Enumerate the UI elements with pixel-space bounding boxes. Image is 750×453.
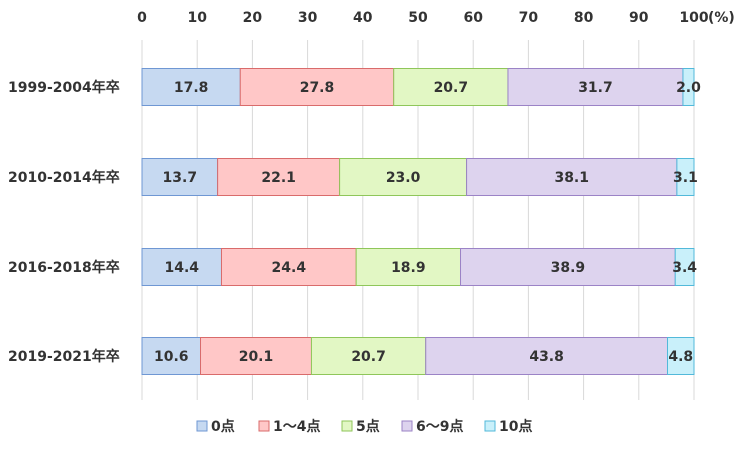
data-label: 20.7: [351, 349, 386, 365]
x-tick-label: 20: [243, 10, 263, 26]
category-labels: 1999-2004年卒 2010-2014年卒 2016-2018年卒 2019-20…: [8, 79, 120, 365]
x-tick-label: 10: [187, 10, 207, 26]
category-label: 1999-2004年卒: [8, 79, 120, 96]
legend-label: 0点: [211, 418, 235, 435]
bar-segment: [667, 337, 695, 375]
legend-label: 5点: [356, 418, 380, 435]
bar-segment: [141, 68, 241, 106]
data-label: 17.8: [174, 80, 209, 96]
data-label: 2.0: [676, 80, 701, 96]
category-label: 2019-2021年卒: [8, 348, 120, 365]
data-label: 14.4: [164, 260, 199, 276]
data-label: 38.1: [554, 170, 589, 186]
x-tick-label: 70: [519, 10, 539, 26]
bar-segment: [507, 68, 684, 106]
data-label: 38.9: [551, 260, 586, 276]
bar-segment: [339, 158, 468, 196]
data-label: 3.4: [672, 260, 697, 276]
bar-segment: [200, 337, 312, 375]
legend-swatch: [341, 420, 353, 432]
data-label: 13.7: [163, 170, 198, 186]
bar-segment: [141, 337, 202, 375]
x-tick-label: 30: [298, 10, 318, 26]
bar-segment: [141, 248, 222, 286]
x-tick-label: 40: [353, 10, 373, 26]
bars: 17.8 27.8 20.7 31.7 2.0 13.7 22.1 23.0 38.1 3.1 14…: [141, 68, 701, 375]
legend-label: 1～4点: [273, 418, 320, 435]
bar-segment: [220, 248, 357, 286]
bar-segment: [239, 68, 395, 106]
legend-swatch: [401, 420, 413, 432]
data-label: 43.8: [529, 349, 564, 365]
data-label: 20.1: [239, 349, 274, 365]
data-label: 24.4: [272, 260, 307, 276]
legend-label: 6～9点: [416, 418, 463, 435]
x-axis-unit-label: (%): [708, 10, 735, 26]
x-tick-label: 100: [679, 10, 708, 26]
x-axis-ticks: 0 10 20 30 40 50 60 70 80 90 100: [137, 10, 709, 26]
data-label: 4.8: [668, 349, 693, 365]
data-label: 22.1: [261, 170, 296, 186]
bar-segment: [676, 158, 695, 196]
bar-segment: [355, 248, 462, 286]
legend-swatch: [196, 420, 208, 432]
bar-segment: [674, 248, 695, 286]
x-tick-label: 90: [629, 10, 649, 26]
legend-swatch: [484, 420, 496, 432]
data-label: 31.7: [578, 80, 613, 96]
data-label: 27.8: [300, 80, 335, 96]
legend-swatch: [258, 420, 270, 432]
bar-segment: [466, 158, 678, 196]
data-label: 10.6: [154, 349, 189, 365]
category-label: 2010-2014年卒: [8, 169, 120, 186]
bar-segment: [425, 337, 669, 375]
category-label: 2016-2018年卒: [8, 259, 120, 276]
bar-segment: [682, 68, 695, 106]
data-label: 3.1: [673, 170, 698, 186]
data-label: 18.9: [391, 260, 426, 276]
x-tick-label: 80: [574, 10, 594, 26]
legend: 0点 1～4点 5点 6～9点 10点: [196, 418, 532, 435]
legend-label: 10点: [499, 418, 532, 435]
bar-segment: [310, 337, 427, 375]
data-label: 23.0: [386, 170, 421, 186]
bar-segment: [460, 248, 676, 286]
data-label: 20.7: [434, 80, 469, 96]
x-tick-label: 0: [137, 10, 147, 26]
x-tick-label: 50: [408, 10, 428, 26]
x-tick-label: 60: [463, 10, 483, 26]
